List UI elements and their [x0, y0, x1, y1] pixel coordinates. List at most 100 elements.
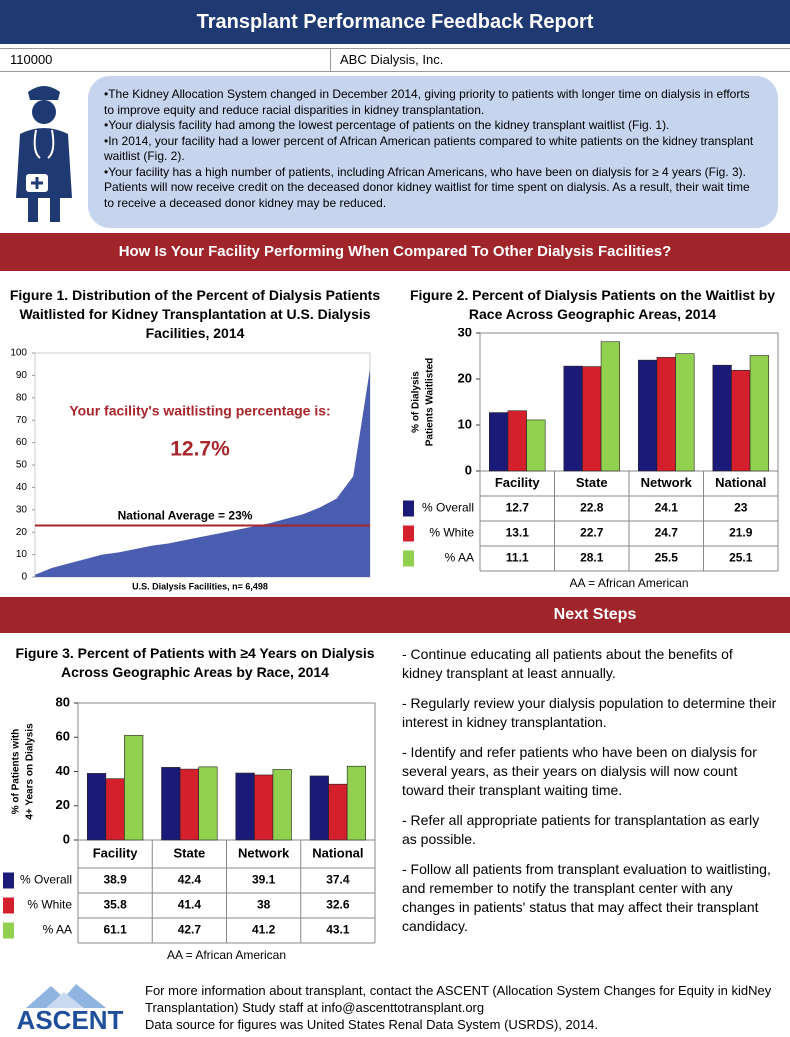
note: AA = African American — [569, 576, 688, 590]
note: AA = African American — [167, 948, 286, 962]
report-title: Transplant Performance Feedback Report — [196, 11, 594, 33]
category-label: Network — [641, 475, 693, 490]
table-value: 22.7 — [580, 526, 604, 540]
table-value: 25.5 — [655, 551, 679, 565]
y-tick-label: 60 — [56, 729, 70, 744]
bar — [254, 774, 274, 841]
table-value: 11.1 — [506, 551, 529, 565]
bar — [272, 769, 292, 841]
category-label: State — [576, 475, 608, 490]
section-bar: How Is Your Facility Performing When Com… — [0, 233, 790, 271]
table-value: 13.1 — [506, 526, 530, 540]
summary-item: •In 2014, your facility had a lower perc… — [104, 133, 754, 164]
step: - Follow all patients from transplant ev… — [402, 861, 771, 934]
bar — [198, 766, 218, 841]
legend-swatch — [3, 922, 14, 939]
legend-label: % Overall — [20, 873, 72, 887]
y-tick-label: 30 — [16, 504, 28, 515]
bar — [656, 357, 676, 472]
step: - Refer all appropriate patients for tra… — [402, 812, 760, 847]
table-value: 32.6 — [326, 898, 350, 912]
bar — [346, 765, 367, 841]
facility-row: 110000 ABC Dialysis, Inc. — [0, 48, 790, 72]
y-axis-label: 4+ Years on Dialysis — [25, 723, 36, 820]
legend-swatch — [3, 872, 14, 889]
annotation: Your facility's waitlisting percentage i… — [69, 403, 330, 419]
bar — [86, 773, 107, 841]
table-value: 24.7 — [655, 526, 679, 540]
facility-name: ABC Dialysis, Inc. — [340, 52, 444, 67]
category-label: Facility — [93, 845, 139, 860]
bar — [731, 369, 751, 472]
section-title: How Is Your Facility Performing When Com… — [118, 243, 672, 260]
bar — [489, 412, 509, 472]
y-tick-label: 90 — [16, 370, 28, 381]
bar — [179, 768, 199, 841]
summary-item: •Your facility has a high number of pati… — [104, 164, 750, 210]
bar — [563, 365, 583, 472]
step: - Regularly review your dialysis populat… — [402, 695, 777, 730]
footer-line: Data source for figures was United State… — [145, 1017, 599, 1032]
legend-label: % Overall — [422, 501, 474, 515]
y-tick-label: 30 — [458, 328, 472, 339]
legend-swatch — [403, 550, 414, 567]
table-value: 42.4 — [178, 873, 202, 887]
category-label: State — [173, 845, 205, 860]
footer-line: For more information about transplant, c… — [145, 983, 772, 1015]
bar — [507, 410, 527, 472]
legend-swatch — [3, 897, 14, 914]
figure-title: Figure 2. Percent of Dialysis Patients o… — [409, 287, 776, 322]
category-label: National — [312, 845, 363, 860]
figure-3: 0 20 40 60 80 % of Patients with 4+ Years on D… — [3, 694, 376, 962]
y-tick-label: 70 — [16, 415, 28, 426]
table-value: 61.1 — [103, 923, 127, 937]
bar — [675, 353, 695, 472]
bar — [749, 355, 769, 472]
figure-title: Figure 3. Percent of Patients with ≥4 Ye… — [15, 645, 375, 680]
step: - Continue educating all patients about … — [402, 646, 733, 681]
bar — [235, 772, 255, 841]
table-value: 39.1 — [252, 873, 276, 887]
y-tick-label: 100 — [10, 348, 27, 359]
step: - Identify and refer patients who have b… — [402, 744, 757, 798]
table-value: 28.1 — [580, 551, 604, 565]
bar — [600, 341, 620, 472]
bar — [328, 783, 348, 841]
figure-2: 0 10 20 30 % of Dialysis Patients Waitlisted F… — [403, 328, 779, 590]
logo-text: ASCENT — [17, 1005, 124, 1034]
bar — [105, 778, 125, 841]
y-tick-label: 50 — [16, 460, 28, 471]
table-value: 37.4 — [326, 873, 350, 887]
table-value: 25.1 — [729, 551, 753, 565]
highlight-value: 12.7% — [170, 438, 230, 461]
figure-title: Figure 1. Distribution of the Percent of… — [9, 287, 381, 341]
y-axis-label: % of Patients with — [11, 729, 22, 815]
y-tick-label: 0 — [63, 831, 70, 846]
y-tick-label: 10 — [458, 416, 472, 431]
summary-item: •The Kidney Allocation System changed in… — [104, 87, 750, 117]
legend-label: % AA — [445, 551, 474, 565]
legend-swatch — [403, 525, 414, 542]
facility-id: 110000 — [10, 52, 53, 67]
y-tick-label: 40 — [56, 763, 70, 778]
table-value: 35.8 — [103, 898, 127, 912]
bar — [582, 366, 602, 472]
reference-label: National Average = 23% — [118, 509, 253, 523]
y-tick-label: 40 — [16, 482, 28, 493]
bar — [124, 735, 144, 841]
legend-label: % White — [27, 898, 72, 912]
category-label: Facility — [495, 475, 541, 490]
table-value: 41.2 — [252, 923, 276, 937]
bar — [638, 359, 658, 472]
table-value: 38.9 — [103, 873, 127, 887]
table-value: 12.7 — [506, 501, 530, 515]
table-value: 22.8 — [580, 501, 604, 515]
table-value: 21.9 — [729, 526, 753, 540]
legend-label: % White — [429, 526, 474, 540]
bar — [526, 419, 546, 472]
table-value: 42.7 — [178, 923, 202, 937]
header-bar: Transplant Performance Feedback Report — [0, 0, 790, 44]
table-value: 38 — [257, 898, 271, 912]
category-label: National — [715, 475, 766, 490]
